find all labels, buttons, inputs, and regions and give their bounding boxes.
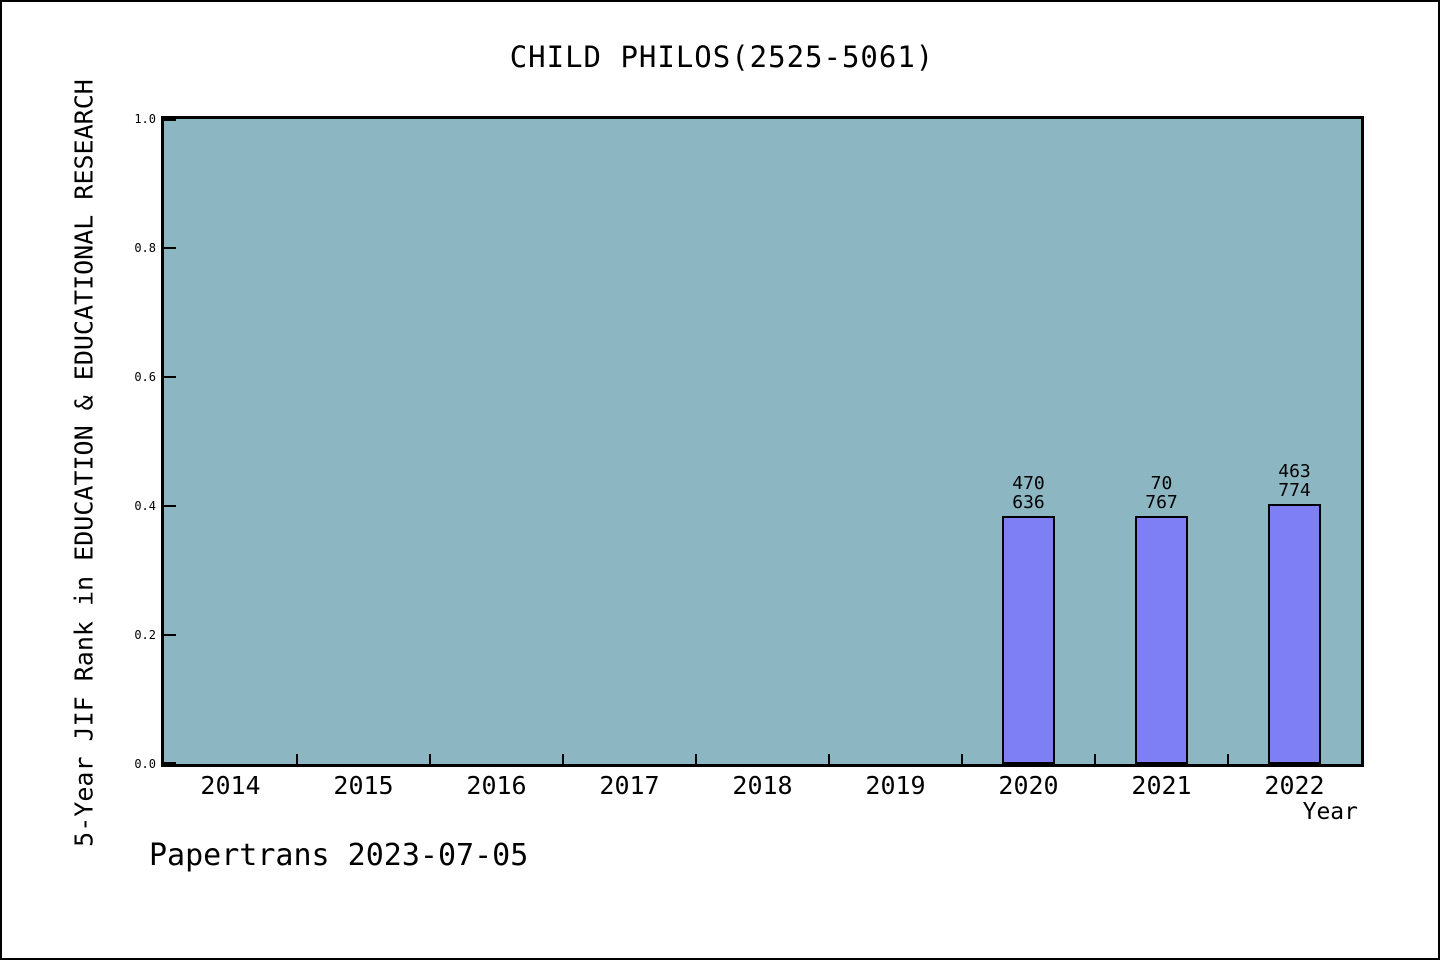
y-tick bbox=[164, 505, 176, 507]
x-tick-label: 2019 bbox=[865, 771, 926, 800]
y-tick-label: 0.0 bbox=[134, 757, 156, 771]
bar bbox=[1267, 504, 1322, 764]
x-minor-tick bbox=[562, 754, 564, 764]
x-tick-label: 2018 bbox=[732, 771, 793, 800]
x-tick-label: 2020 bbox=[998, 771, 1059, 800]
y-tick bbox=[164, 634, 176, 636]
watermark-text: Papertrans 2023-07-05 bbox=[149, 838, 529, 873]
x-tick-label: 2021 bbox=[1131, 771, 1192, 800]
x-minor-tick bbox=[828, 754, 830, 764]
y-tick bbox=[164, 376, 176, 378]
y-tick bbox=[164, 762, 176, 764]
y-axis-label: 5-Year JIF Rank in EDUCATION & EDUCATION… bbox=[69, 79, 99, 847]
y-tick-label: 0.2 bbox=[134, 628, 156, 642]
plot-inner: 0.0 0.2 0.4 0.6 0.8 1.0 2014 2015 2016 2017 2018 20… bbox=[134, 112, 1361, 800]
y-tick-label: 0.6 bbox=[134, 370, 156, 384]
y-tick-label: 0.4 bbox=[134, 499, 156, 513]
bar bbox=[1001, 515, 1056, 764]
x-tick-label: 2016 bbox=[466, 771, 527, 800]
x-tick-label: 2022 bbox=[1264, 771, 1325, 800]
y-tick bbox=[164, 119, 176, 121]
y-tick bbox=[164, 247, 176, 249]
page-title: CHILD PHILOS(2525-5061) bbox=[509, 40, 935, 74]
x-axis-label: Year bbox=[1302, 799, 1358, 825]
bar-value-label: 470 636 bbox=[1012, 472, 1045, 513]
x-minor-tick bbox=[1227, 754, 1229, 764]
x-minor-tick bbox=[695, 754, 697, 764]
x-tick-label: 2017 bbox=[599, 771, 660, 800]
x-tick-label: 2015 bbox=[333, 771, 394, 800]
x-minor-tick bbox=[429, 754, 431, 764]
y-tick-label: 1.0 bbox=[134, 112, 156, 126]
plot-area: 0.0 0.2 0.4 0.6 0.8 1.0 2014 2015 2016 2017 2018 20… bbox=[134, 112, 1364, 800]
bar-value-label: 70 767 bbox=[1145, 472, 1178, 513]
x-tick-label: 2014 bbox=[200, 771, 261, 800]
y-tick-label: 0.8 bbox=[134, 241, 156, 255]
x-minor-tick bbox=[1094, 754, 1096, 764]
bar bbox=[1134, 515, 1189, 764]
x-minor-tick bbox=[296, 754, 298, 764]
x-minor-tick bbox=[961, 754, 963, 764]
bar-value-label: 463 774 bbox=[1278, 461, 1311, 502]
